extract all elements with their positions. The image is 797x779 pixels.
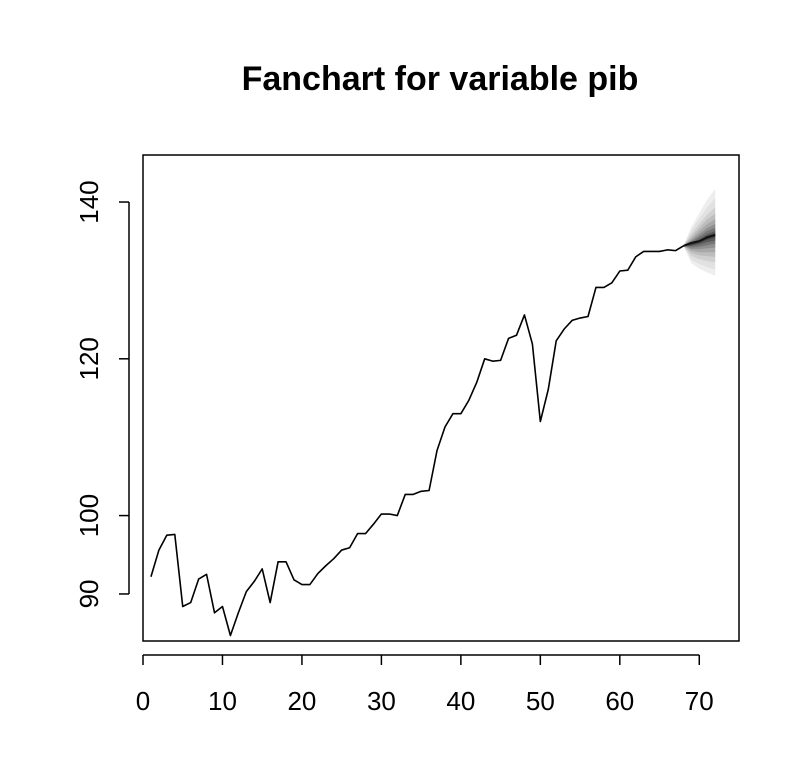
y-tick-label: 90 (74, 580, 104, 609)
x-axis: 0 10 20 30 40 50 60 70 (136, 654, 714, 716)
series-layer (150, 245, 684, 637)
x-tick-label: 0 (136, 686, 150, 716)
forecast-median-line (683, 233, 716, 247)
y-tick-label: 140 (74, 180, 104, 223)
forecast-fan (683, 188, 716, 276)
chart-title: Fanchart for variable pib (242, 60, 639, 98)
y-axis: 90 100 120 140 (74, 180, 130, 609)
x-tick-label: 40 (446, 686, 475, 716)
series-line-0 (150, 245, 684, 637)
y-tick-label: 120 (74, 337, 104, 380)
x-tick-label: 60 (605, 686, 634, 716)
x-tick-label: 30 (367, 686, 396, 716)
x-tick-label: 70 (685, 686, 714, 716)
x-tick-label: 20 (287, 686, 316, 716)
plot-frame (142, 154, 740, 642)
x-tick-label: 10 (208, 686, 237, 716)
fan-band-30 (683, 231, 716, 246)
y-tick-label: 100 (74, 494, 104, 537)
x-tick-label: 50 (526, 686, 555, 716)
